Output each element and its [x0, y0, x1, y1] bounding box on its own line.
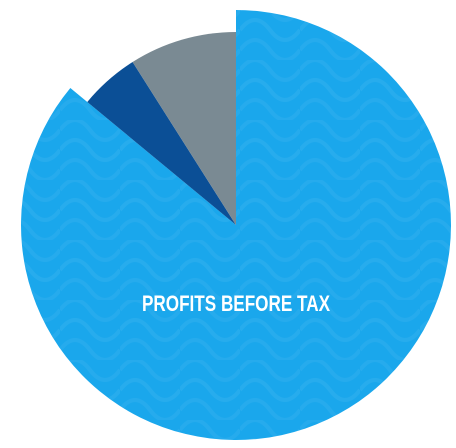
labels: PROFITS BEFORE TAX: [142, 291, 330, 316]
pie-slice: [87, 62, 236, 226]
pie-slice: [132, 32, 236, 225]
pie: [20, 10, 452, 440]
slice-label: PROFITS BEFORE TAX: [142, 291, 330, 316]
